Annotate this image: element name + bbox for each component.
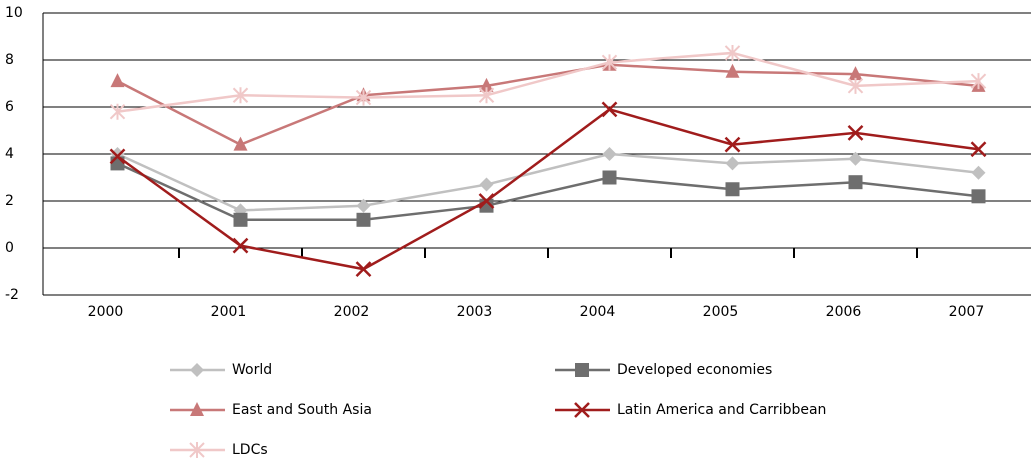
y-tick-label: 6 [5,99,14,115]
marker [356,198,371,213]
marker [601,101,618,118]
marker [356,212,371,227]
marker [479,177,494,192]
legend-label: Developed economies [617,362,772,378]
y-tick-label: 10 [5,5,23,21]
marker [848,151,863,166]
x-tick-label: 2007 [949,304,985,320]
marker [725,182,740,197]
marker [109,103,126,120]
marker [971,189,986,204]
marker [724,44,741,61]
y-tick-label: -2 [5,287,19,303]
legend-label: World [232,362,272,378]
y-tick-label: 2 [5,193,14,209]
series [109,44,987,120]
line [116,107,979,271]
marker [724,136,741,153]
marker [479,77,494,92]
series [110,156,986,227]
legend-marker [189,442,205,458]
x-tick-label: 2004 [580,304,616,320]
series [109,101,987,278]
marker [602,170,617,185]
marker [232,237,249,254]
legend-marker [575,363,589,377]
legend-marker [190,402,204,416]
marker [355,261,372,278]
line [116,152,979,212]
line [116,63,979,146]
marker [110,73,125,88]
marker [971,165,986,180]
marker [233,136,248,151]
marker [478,87,495,104]
marker [848,175,863,190]
line [117,51,979,113]
marker [109,148,126,165]
marker [233,212,248,227]
marker [970,73,987,90]
marker [847,77,864,94]
x-tick-label: 2002 [334,304,370,320]
legend-marker [190,363,204,377]
marker [355,89,372,106]
marker [232,87,249,104]
legend-marker [574,402,590,418]
x-tick-label: 2001 [211,304,247,320]
marker [725,156,740,171]
marker [970,141,987,158]
marker [725,63,740,78]
marker [602,147,617,161]
legend-label: East and South Asia [232,402,372,418]
legend-label: LDCs [232,442,268,458]
marker [478,193,495,209]
marker [601,54,618,71]
y-tick-label: 8 [5,52,14,68]
x-tick-label: 2003 [457,304,493,320]
marker [847,124,864,141]
x-tick-label: 2000 [88,304,124,320]
legend-label: Latin America and Carribbean [617,402,826,418]
series [110,56,986,151]
y-tick-label: 4 [5,146,14,162]
marker [848,66,863,81]
y-tick-label: 0 [5,240,14,256]
x-tick-label: 2005 [703,304,739,320]
x-tick-label: 2006 [826,304,862,320]
line [116,162,979,222]
